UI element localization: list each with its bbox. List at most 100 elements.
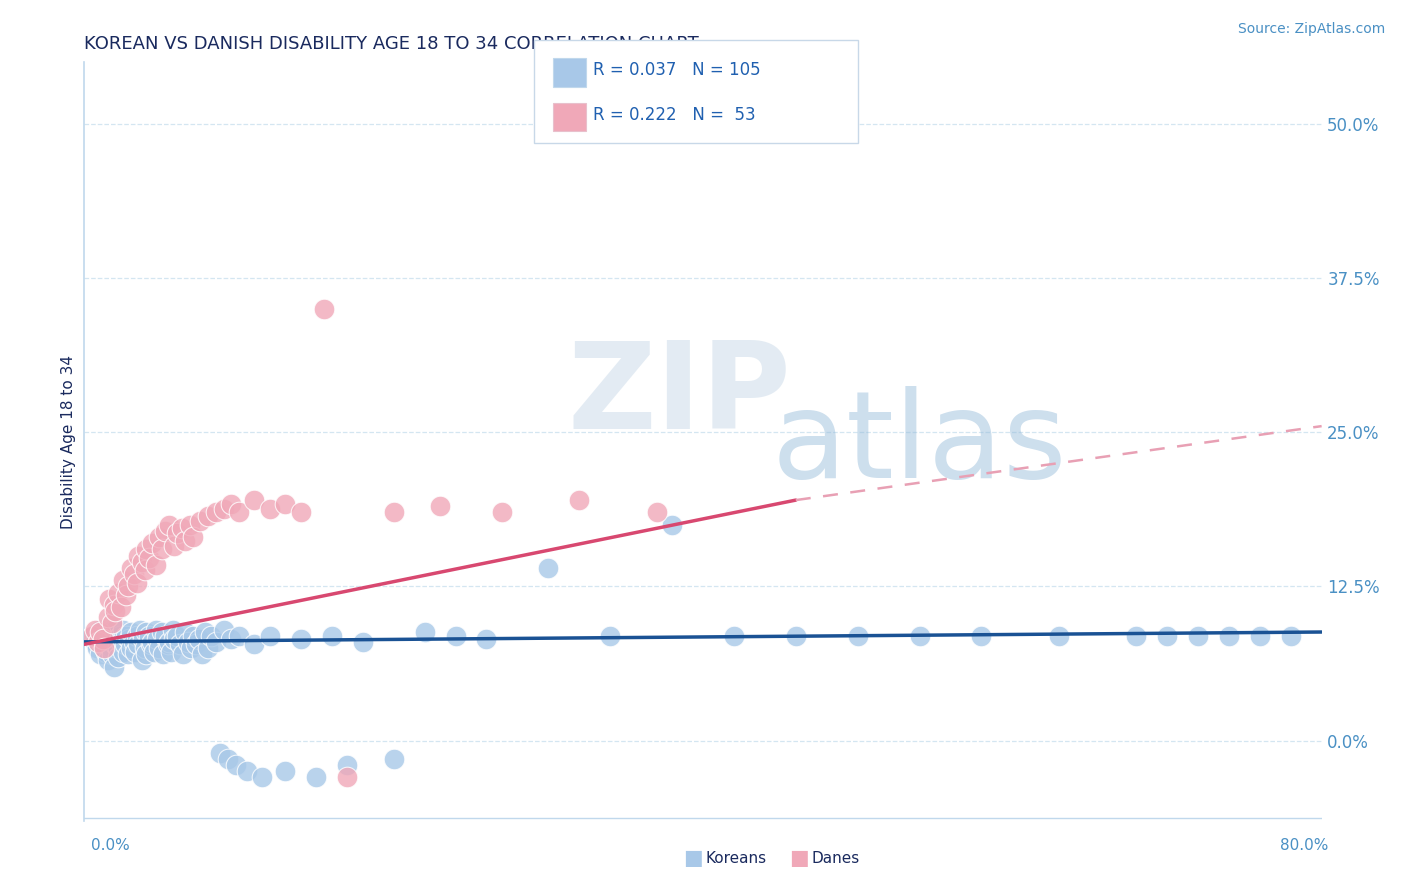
Point — [180, 641, 202, 656]
Point — [228, 505, 250, 519]
Point — [321, 629, 343, 643]
Point — [312, 301, 335, 316]
Point — [243, 637, 266, 651]
Point — [96, 653, 118, 667]
Point — [194, 625, 217, 640]
Point — [146, 632, 169, 647]
Point — [93, 641, 115, 656]
Point — [101, 629, 124, 643]
Point — [105, 632, 128, 647]
Point — [184, 637, 207, 651]
Point — [101, 616, 124, 631]
Point — [103, 659, 125, 673]
Point — [139, 637, 162, 651]
Point — [274, 764, 297, 779]
Text: 0.0%: 0.0% — [91, 838, 131, 853]
Point — [82, 629, 104, 643]
Point — [228, 629, 250, 643]
Point — [274, 497, 297, 511]
Point — [89, 625, 111, 640]
Point — [131, 653, 153, 667]
Point — [413, 625, 436, 640]
Point — [89, 647, 111, 661]
Point — [1047, 629, 1070, 643]
Point — [352, 635, 374, 649]
Point — [429, 500, 451, 514]
Point — [96, 625, 118, 640]
Point — [107, 649, 129, 664]
Point — [1279, 629, 1302, 643]
Point — [153, 629, 176, 643]
Point — [124, 645, 146, 659]
Point — [259, 501, 281, 516]
Point — [115, 629, 138, 643]
Point — [86, 641, 108, 656]
Point — [188, 514, 211, 528]
Point — [174, 625, 197, 640]
Point — [93, 629, 115, 643]
Point — [200, 629, 222, 643]
Point — [1218, 629, 1240, 643]
Point — [150, 625, 173, 640]
Point — [159, 635, 180, 649]
Point — [91, 632, 114, 647]
Point — [212, 623, 235, 637]
Point — [191, 647, 214, 661]
Point — [219, 497, 242, 511]
Point — [259, 629, 281, 643]
Point — [153, 524, 176, 538]
Point — [908, 629, 931, 643]
Point — [120, 641, 142, 656]
Point — [91, 637, 114, 651]
Point — [141, 536, 163, 550]
Point — [135, 647, 157, 661]
Point — [172, 647, 194, 661]
Point — [162, 623, 184, 637]
Text: ■: ■ — [683, 848, 703, 868]
Point — [181, 530, 204, 544]
Point — [145, 623, 167, 637]
Point — [110, 635, 132, 649]
Text: R = 0.037   N = 105: R = 0.037 N = 105 — [593, 61, 761, 78]
Point — [82, 629, 104, 643]
Point — [117, 647, 139, 661]
Point — [491, 505, 513, 519]
Point — [225, 758, 247, 772]
Point — [115, 588, 138, 602]
Point — [122, 635, 145, 649]
Point — [125, 629, 148, 643]
Point — [243, 493, 266, 508]
Point — [1125, 629, 1147, 643]
Text: R = 0.222   N =  53: R = 0.222 N = 53 — [593, 106, 756, 124]
Point — [163, 539, 186, 553]
Point — [114, 637, 136, 651]
Point — [98, 635, 121, 649]
Point — [645, 505, 668, 519]
Point — [336, 758, 359, 772]
Point — [148, 530, 170, 544]
Point — [177, 635, 200, 649]
Point — [159, 517, 180, 532]
Point — [785, 629, 807, 643]
Text: KOREAN VS DANISH DISABILITY AGE 18 TO 34 CORRELATION CHART: KOREAN VS DANISH DISABILITY AGE 18 TO 34… — [84, 35, 699, 53]
Point — [134, 641, 156, 656]
Point — [197, 641, 219, 656]
Point — [174, 533, 197, 548]
Point — [163, 632, 186, 647]
Point — [1156, 629, 1178, 643]
Point — [846, 629, 869, 643]
Point — [290, 632, 312, 647]
Point — [117, 579, 139, 593]
Point — [98, 591, 121, 606]
Point — [305, 771, 328, 785]
Point — [127, 637, 149, 651]
Point — [107, 585, 129, 599]
Point — [112, 623, 135, 637]
Point — [160, 645, 183, 659]
Point — [125, 575, 148, 590]
Point — [444, 629, 467, 643]
Point — [104, 604, 127, 618]
Point — [205, 635, 228, 649]
Point — [150, 542, 173, 557]
Point — [96, 610, 118, 624]
